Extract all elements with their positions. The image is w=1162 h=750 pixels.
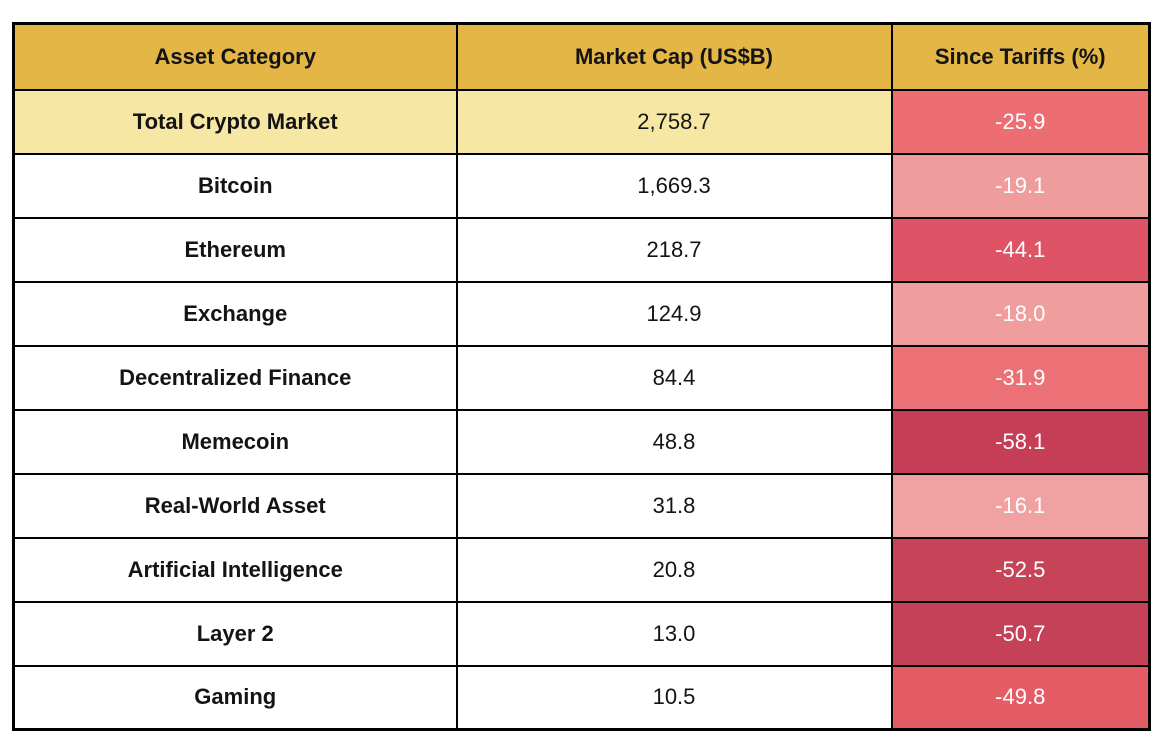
category-cell: Memecoin xyxy=(12,408,458,475)
table-row-ethereum: Ethereum 218.7 -44.1 xyxy=(12,216,1151,283)
since-tariffs-cell: -16.1 xyxy=(890,472,1151,539)
header-market-cap: Market Cap (US$B) xyxy=(455,22,893,91)
table-body: Total Crypto Market 2,758.7 -25.9 Bitcoi… xyxy=(12,88,1151,731)
table-row-bitcoin: Bitcoin 1,669.3 -19.1 xyxy=(12,152,1151,219)
market-cap-cell: 10.5 xyxy=(455,664,893,731)
since-tariffs-cell: -18.0 xyxy=(890,280,1151,347)
market-cap-cell: 84.4 xyxy=(455,344,893,411)
market-cap-cell: 31.8 xyxy=(455,472,893,539)
market-cap-cell: 48.8 xyxy=(455,408,893,475)
category-cell: Ethereum xyxy=(12,216,458,283)
table-row-layer-2: Layer 2 13.0 -50.7 xyxy=(12,600,1151,667)
table-row-exchange: Exchange 124.9 -18.0 xyxy=(12,280,1151,347)
market-cap-cell: 218.7 xyxy=(455,216,893,283)
category-cell: Bitcoin xyxy=(12,152,458,219)
header-asset-category: Asset Category xyxy=(12,22,458,91)
header-row: Asset Category Market Cap (US$B) Since T… xyxy=(12,22,1151,91)
category-cell: Layer 2 xyxy=(12,600,458,667)
table-row-gaming: Gaming 10.5 -49.8 xyxy=(12,664,1151,731)
category-cell: Exchange xyxy=(12,280,458,347)
since-tariffs-cell: -25.9 xyxy=(890,88,1151,155)
since-tariffs-cell: -44.1 xyxy=(890,216,1151,283)
category-cell: Decentralized Finance xyxy=(12,344,458,411)
header-since-tariffs: Since Tariffs (%) xyxy=(890,22,1151,91)
market-cap-cell: 2,758.7 xyxy=(455,88,893,155)
since-tariffs-cell: -49.8 xyxy=(890,664,1151,731)
crypto-market-table: Asset Category Market Cap (US$B) Since T… xyxy=(12,22,1151,731)
since-tariffs-cell: -58.1 xyxy=(890,408,1151,475)
table-header: Asset Category Market Cap (US$B) Since T… xyxy=(12,22,1151,91)
table-row-memecoin: Memecoin 48.8 -58.1 xyxy=(12,408,1151,475)
table-row-real-world-asset: Real-World Asset 31.8 -16.1 xyxy=(12,472,1151,539)
since-tariffs-cell: -50.7 xyxy=(890,600,1151,667)
table-row-decentralized-finance: Decentralized Finance 84.4 -31.9 xyxy=(12,344,1151,411)
category-cell: Real-World Asset xyxy=(12,472,458,539)
since-tariffs-cell: -52.5 xyxy=(890,536,1151,603)
since-tariffs-cell: -31.9 xyxy=(890,344,1151,411)
category-cell: Gaming xyxy=(12,664,458,731)
category-cell: Total Crypto Market xyxy=(12,88,458,155)
table-row-artificial-intelligence: Artificial Intelligence 20.8 -52.5 xyxy=(12,536,1151,603)
market-cap-cell: 1,669.3 xyxy=(455,152,893,219)
category-cell: Artificial Intelligence xyxy=(12,536,458,603)
market-cap-cell: 20.8 xyxy=(455,536,893,603)
table-row-total-crypto-market: Total Crypto Market 2,758.7 -25.9 xyxy=(12,88,1151,155)
market-cap-cell: 124.9 xyxy=(455,280,893,347)
market-cap-cell: 13.0 xyxy=(455,600,893,667)
since-tariffs-cell: -19.1 xyxy=(890,152,1151,219)
